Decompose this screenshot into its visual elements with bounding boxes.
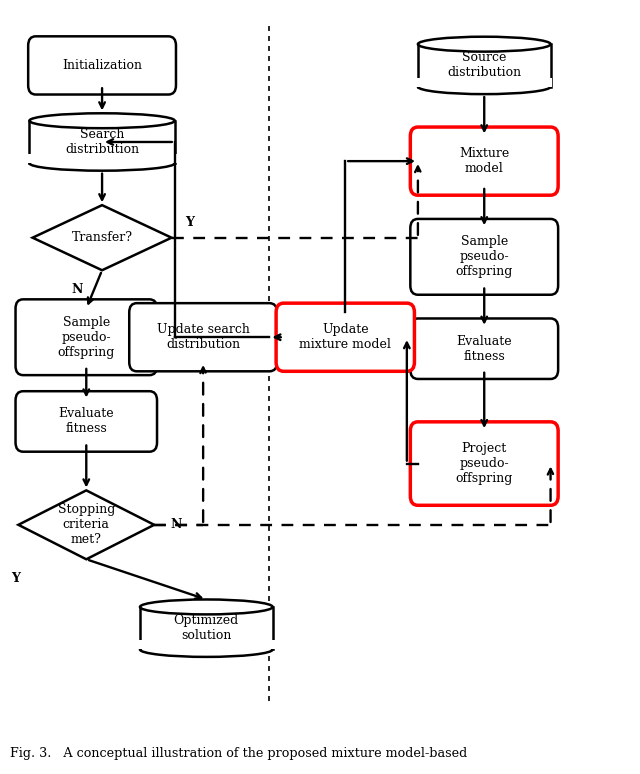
Bar: [29, 121, 175, 163]
Text: Project
pseudo-
offspring: Project pseudo- offspring: [456, 442, 513, 485]
Text: N: N: [71, 283, 83, 296]
Bar: [418, 44, 550, 87]
Text: Sample
pseudo-
offspring: Sample pseudo- offspring: [58, 316, 115, 358]
FancyBboxPatch shape: [28, 36, 176, 94]
Text: Y: Y: [11, 572, 20, 585]
Ellipse shape: [418, 36, 550, 52]
Polygon shape: [19, 491, 154, 560]
Text: Stopping
criteria
met?: Stopping criteria met?: [58, 503, 115, 546]
Text: Update
mixture model: Update mixture model: [300, 324, 391, 351]
FancyBboxPatch shape: [410, 318, 558, 379]
Text: Initialization: Initialization: [62, 59, 142, 72]
Bar: [28, 154, 177, 163]
Text: Y: Y: [185, 216, 194, 229]
FancyBboxPatch shape: [129, 303, 277, 372]
Text: Search
distribution: Search distribution: [65, 128, 139, 156]
Text: Update search
distribution: Update search distribution: [157, 324, 250, 351]
Ellipse shape: [29, 113, 175, 128]
FancyBboxPatch shape: [410, 219, 558, 295]
Text: Mixture
model: Mixture model: [459, 147, 509, 175]
Bar: [138, 640, 275, 649]
Polygon shape: [33, 205, 172, 270]
Ellipse shape: [418, 79, 550, 94]
Bar: [140, 607, 273, 649]
Text: Source
distribution: Source distribution: [447, 51, 522, 80]
Text: Evaluate
fitness: Evaluate fitness: [456, 334, 512, 363]
Text: Fig. 3.   A conceptual illustration of the proposed mixture model-based: Fig. 3. A conceptual illustration of the…: [10, 747, 468, 760]
FancyBboxPatch shape: [410, 422, 558, 505]
Ellipse shape: [140, 600, 273, 615]
Text: Transfer?: Transfer?: [72, 231, 132, 244]
Text: Evaluate
fitness: Evaluate fitness: [58, 407, 114, 436]
Text: N: N: [171, 519, 182, 531]
FancyBboxPatch shape: [410, 127, 558, 195]
FancyBboxPatch shape: [276, 303, 415, 372]
FancyBboxPatch shape: [15, 391, 157, 452]
Text: Sample
pseudo-
offspring: Sample pseudo- offspring: [456, 235, 513, 279]
FancyBboxPatch shape: [15, 300, 157, 375]
Ellipse shape: [140, 642, 273, 657]
Bar: [416, 77, 552, 87]
Ellipse shape: [29, 156, 175, 171]
Text: Optimized
solution: Optimized solution: [173, 615, 239, 642]
